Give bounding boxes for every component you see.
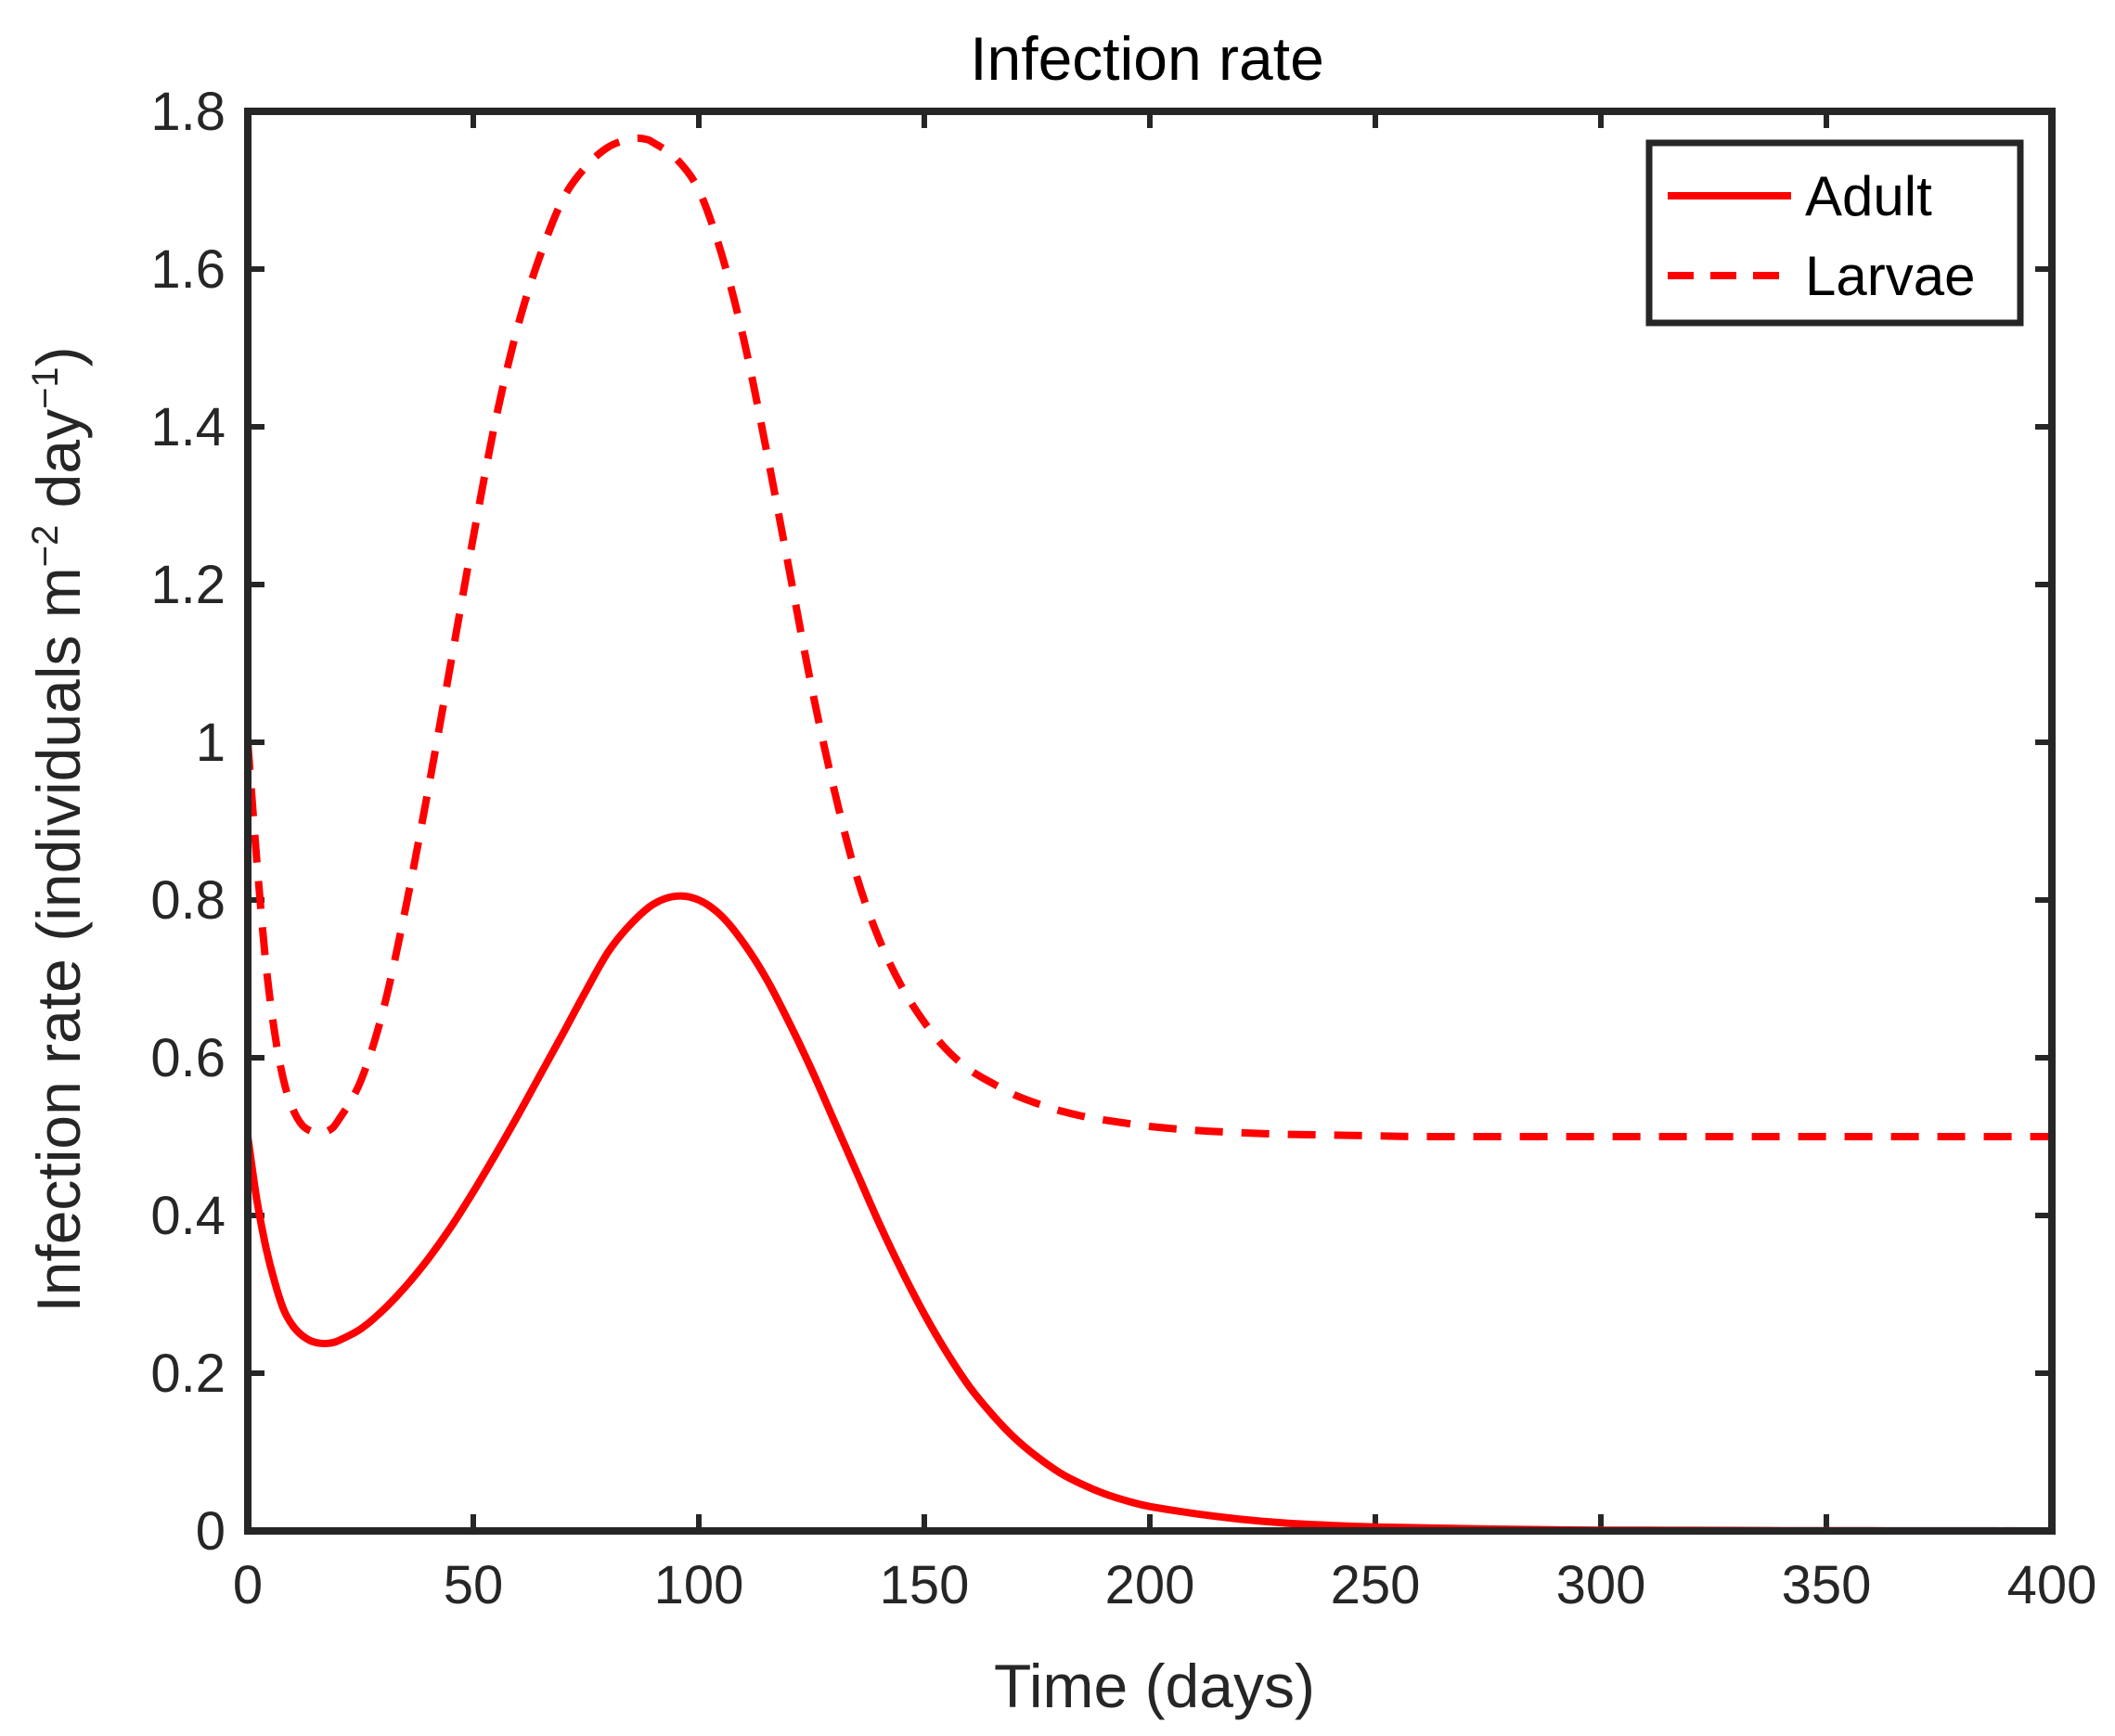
y-ticks: 0 0.2 0.4 0.6 0.8 1 1.2 1.4 1.6 1.8 — [150, 82, 2052, 1562]
x-tick-label: 100 — [654, 1555, 744, 1615]
y-axis-label-mid: day — [24, 409, 93, 525]
x-tick-label: 250 — [1331, 1555, 1421, 1615]
y-tick-label: 0.4 — [150, 1186, 226, 1246]
x-tick-label: 0 — [233, 1555, 263, 1615]
y-tick-label: 0 — [196, 1501, 226, 1562]
legend: Adult Larvae — [1645, 139, 2024, 327]
series-line-larvae — [244, 134, 2052, 1141]
x-ticks: 0 50 100 150 200 250 300 350 400 — [233, 111, 2097, 1615]
x-tick-label: 50 — [444, 1555, 504, 1615]
series-layer — [244, 134, 2053, 1535]
y-tick-label: 0.2 — [150, 1344, 226, 1404]
plot-area: 0 50 100 150 200 250 300 350 400 0 0.2 0.4 0.6 0.8 1 1… — [150, 82, 2096, 1615]
y-tick-label: 1.6 — [150, 239, 226, 300]
x-tick-label: 350 — [1782, 1555, 1872, 1615]
axes-box — [248, 111, 2052, 1531]
x-tick-label: 400 — [2007, 1555, 2097, 1615]
y-tick-label: 1.4 — [150, 397, 226, 457]
x-axis-label: Time (days) — [994, 1652, 1315, 1720]
y-axis-label: Infection rate (individuals m−2 day−1) — [24, 346, 93, 1312]
y-tick-label: 1 — [196, 713, 226, 773]
legend-label-larvae: Larvae — [1805, 245, 1975, 307]
chart-title: Infection rate — [970, 24, 1324, 93]
y-axis-label-end: ) — [24, 346, 93, 366]
x-tick-label: 200 — [1105, 1555, 1195, 1615]
y-axis-label-main: Infection rate (individuals m — [24, 567, 93, 1312]
y-axis-label-sup2: −1 — [25, 366, 66, 409]
legend-label-adult: Adult — [1805, 165, 1932, 227]
y-tick-label: 1.8 — [150, 82, 226, 142]
y-axis-label-sup1: −2 — [25, 525, 66, 568]
y-tick-label: 0.6 — [150, 1028, 226, 1088]
axes-frame — [244, 108, 2056, 1535]
x-tick-label: 300 — [1556, 1555, 1646, 1615]
legend-box — [1645, 139, 2024, 327]
x-tick-label: 150 — [880, 1555, 970, 1615]
y-tick-label: 1.2 — [150, 555, 226, 615]
series-line-adult — [244, 892, 2053, 1535]
y-tick-label: 0.8 — [150, 870, 226, 931]
